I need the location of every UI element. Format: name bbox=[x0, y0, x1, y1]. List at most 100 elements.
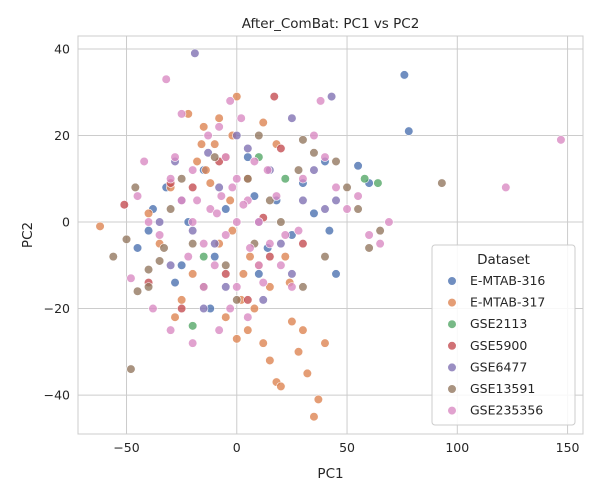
data-point bbox=[364, 243, 374, 253]
y-axis-label: PC2 bbox=[20, 222, 36, 248]
data-point bbox=[210, 239, 220, 249]
plot-frame bbox=[77, 35, 584, 435]
data-point bbox=[254, 217, 264, 227]
data-point bbox=[298, 239, 308, 249]
legend-items: E-MTAB-316 E-MTAB-317 GSE2113 GSE5900 GSE647… bbox=[447, 273, 545, 418]
data-point bbox=[298, 195, 308, 205]
data-point bbox=[154, 256, 165, 266]
legend-marker bbox=[447, 406, 457, 416]
legend-marker bbox=[447, 384, 457, 394]
data-point bbox=[243, 312, 253, 322]
legend-label: E-MTAB-317 bbox=[470, 295, 545, 310]
legend-marker bbox=[447, 298, 457, 308]
data-point bbox=[188, 321, 198, 331]
y-tick-label: −40 bbox=[44, 388, 70, 403]
data-point bbox=[236, 113, 246, 123]
data-point bbox=[556, 135, 566, 145]
data-point bbox=[298, 135, 308, 145]
data-point bbox=[249, 156, 260, 167]
legend-item: GSE5900 bbox=[447, 338, 527, 353]
data-point bbox=[154, 217, 165, 227]
data-point bbox=[293, 165, 304, 175]
data-point bbox=[384, 217, 394, 227]
x-tick-label: 100 bbox=[445, 440, 469, 455]
data-point bbox=[265, 252, 275, 262]
x-tick-label: 0 bbox=[233, 440, 241, 455]
data-point bbox=[399, 70, 409, 80]
data-point bbox=[276, 260, 286, 270]
data-point bbox=[183, 252, 193, 262]
data-point bbox=[214, 122, 224, 132]
data-point bbox=[232, 130, 242, 141]
legend-item: GSE235356 bbox=[447, 403, 543, 418]
data-point bbox=[221, 312, 231, 322]
data-point bbox=[177, 174, 187, 184]
data-point bbox=[245, 252, 255, 262]
data-point bbox=[404, 126, 414, 136]
y-tick-label: 40 bbox=[54, 41, 70, 56]
data-point bbox=[166, 204, 176, 214]
data-point bbox=[320, 152, 330, 162]
data-point bbox=[95, 221, 105, 231]
data-point bbox=[276, 381, 286, 392]
data-point bbox=[166, 174, 176, 184]
data-point bbox=[331, 182, 341, 193]
data-point bbox=[287, 282, 297, 292]
data-point bbox=[342, 182, 352, 193]
legend-item: GSE6477 bbox=[447, 359, 527, 374]
legend-marker bbox=[447, 341, 457, 351]
data-point bbox=[280, 230, 290, 240]
data-point bbox=[265, 195, 275, 205]
data-point bbox=[243, 143, 253, 154]
data-point bbox=[331, 269, 341, 279]
data-point bbox=[320, 204, 330, 214]
data-point bbox=[276, 143, 286, 154]
data-point bbox=[199, 282, 209, 292]
data-point bbox=[210, 260, 220, 270]
data-point bbox=[166, 260, 176, 270]
data-point bbox=[196, 139, 207, 149]
data-point bbox=[331, 156, 341, 167]
data-point bbox=[265, 282, 275, 292]
data-point bbox=[342, 204, 352, 214]
data-point bbox=[177, 260, 187, 270]
data-point bbox=[353, 204, 363, 214]
data-point bbox=[243, 325, 253, 335]
data-point bbox=[205, 178, 215, 188]
data-point bbox=[108, 252, 118, 262]
data-point bbox=[315, 96, 326, 106]
data-point bbox=[214, 113, 224, 123]
data-point bbox=[238, 200, 248, 210]
data-point bbox=[324, 226, 334, 236]
data-point bbox=[280, 174, 290, 184]
data-point bbox=[188, 239, 198, 249]
y-tick-label: 0 bbox=[62, 215, 70, 230]
legend-item: GSE13591 bbox=[447, 381, 535, 396]
data-point bbox=[170, 312, 180, 322]
data-point bbox=[309, 165, 319, 175]
data-point bbox=[254, 130, 264, 141]
legend-label: GSE6477 bbox=[470, 359, 527, 374]
legend-label: GSE13591 bbox=[470, 381, 535, 396]
data-point bbox=[148, 303, 158, 314]
data-point bbox=[199, 303, 209, 314]
data-point bbox=[121, 234, 132, 244]
data-points bbox=[95, 48, 566, 422]
data-point bbox=[309, 412, 319, 422]
data-point bbox=[258, 295, 268, 305]
data-point bbox=[258, 277, 268, 288]
data-point bbox=[210, 152, 220, 162]
legend-item: E-MTAB-317 bbox=[447, 295, 545, 310]
data-point bbox=[159, 243, 169, 253]
data-point bbox=[245, 243, 255, 253]
data-point bbox=[199, 252, 209, 262]
data-point bbox=[331, 195, 341, 205]
data-point bbox=[161, 74, 171, 84]
series-E-MTAB-316 bbox=[132, 70, 414, 314]
data-point bbox=[298, 282, 308, 292]
x-tick-label: −50 bbox=[113, 440, 139, 455]
data-point bbox=[232, 334, 242, 344]
data-point bbox=[188, 217, 198, 227]
data-point bbox=[293, 347, 304, 357]
